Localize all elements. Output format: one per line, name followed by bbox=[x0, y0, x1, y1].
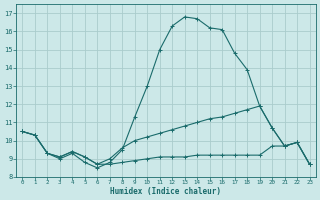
X-axis label: Humidex (Indice chaleur): Humidex (Indice chaleur) bbox=[110, 187, 221, 196]
